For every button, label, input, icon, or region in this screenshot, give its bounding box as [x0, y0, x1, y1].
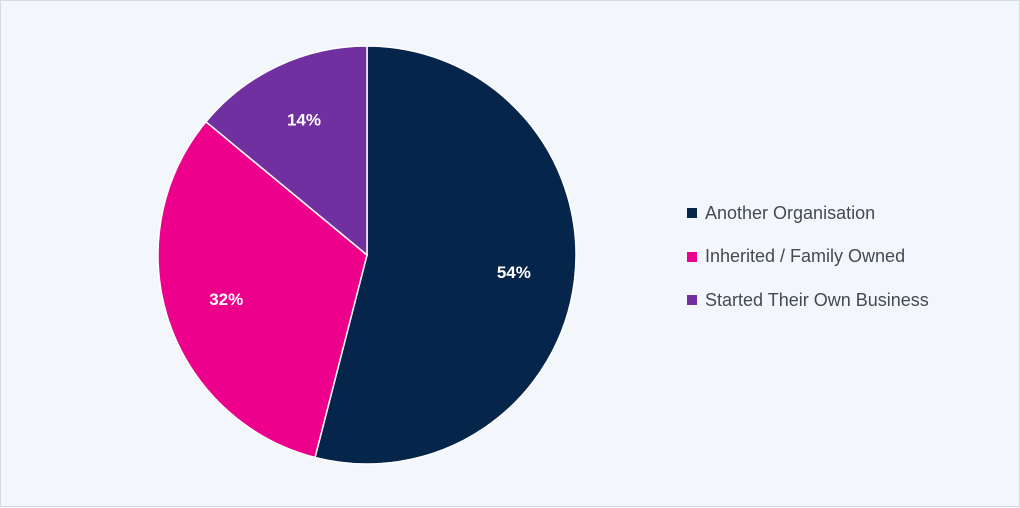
pie-slice-started-their-own-business [204, 45, 368, 257]
legend-item-another-organisation: Another Organisation [687, 200, 929, 226]
legend-swatch [687, 208, 697, 218]
legend: Another Organisation Inherited / Family … [687, 200, 929, 331]
pie-data-labels: 54% 32% 14% [209, 111, 531, 310]
pie-slices [157, 45, 577, 465]
data-label: 32% [209, 290, 243, 309]
pie-slice-another-organisation [314, 45, 577, 465]
legend-item-started-their-own-business: Started Their Own Business [687, 287, 929, 313]
pie-slice-inherited-family-owned [157, 120, 368, 459]
data-label: 14% [287, 111, 321, 130]
legend-label: Started Their Own Business [705, 289, 929, 310]
legend-item-inherited-family-owned: Inherited / Family Owned [687, 244, 929, 270]
legend-label: Inherited / Family Owned [705, 246, 906, 266]
legend-swatch [687, 251, 697, 262]
legend-label: Another Organisation [705, 202, 876, 223]
legend-swatch [687, 295, 697, 305]
data-label: 54% [497, 263, 531, 282]
